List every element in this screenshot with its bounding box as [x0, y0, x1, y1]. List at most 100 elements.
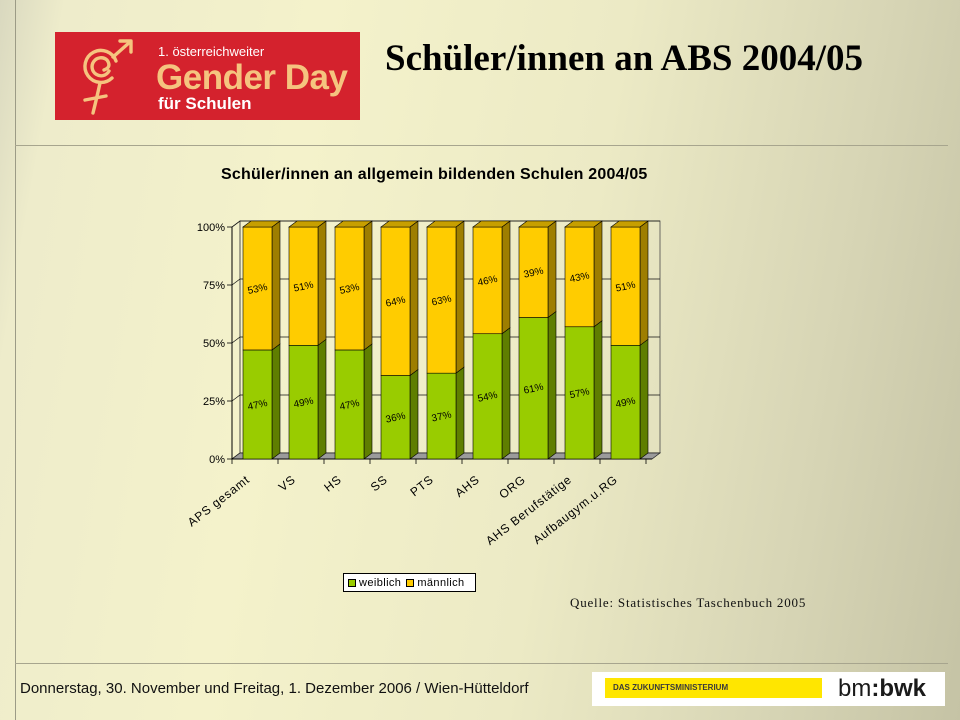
- bar-top: [380, 220, 419, 228]
- bar-segment: [518, 226, 549, 318]
- ministry-wordmark: bm:bwk: [838, 675, 926, 703]
- data-label: 64%: [385, 295, 407, 310]
- data-label: 49%: [615, 396, 637, 411]
- bar-segment: [564, 326, 595, 460]
- legend-label-weiblich: weiblich: [359, 576, 402, 589]
- bar-side: [593, 220, 603, 328]
- source-note: Quelle: Statistisches Taschenbuch 2005: [570, 595, 807, 610]
- bar-side: [271, 220, 281, 351]
- bar-segment: [288, 226, 319, 346]
- x-tick-label: SS: [368, 472, 390, 494]
- data-label: 53%: [247, 282, 269, 297]
- bar-side: [409, 220, 419, 377]
- bar-side: [639, 220, 649, 346]
- bar-side: [547, 220, 557, 319]
- bar-segment: [426, 226, 457, 374]
- bar-side: [593, 320, 603, 460]
- bar-side: [501, 327, 511, 460]
- slide-title: Schüler/innen an ABS 2004/05: [385, 38, 864, 79]
- x-tick-label: APS gesamt: [185, 472, 252, 529]
- data-label: 39%: [523, 266, 545, 281]
- bar-side: [547, 310, 557, 460]
- bar-segment: [564, 226, 595, 328]
- gender-symbol-arrow-shaft: [111, 40, 132, 59]
- bar-side: [455, 366, 465, 460]
- ministry-wordmark-prefix: bm: [838, 675, 872, 702]
- bar-side: [363, 220, 373, 351]
- data-label: 53%: [339, 282, 361, 297]
- data-label: 37%: [431, 410, 453, 425]
- bar-top: [426, 220, 465, 228]
- bar-segment: [334, 349, 365, 460]
- bar-side: [317, 338, 327, 460]
- ministry-wordmark-suffix: :bwk: [871, 675, 927, 702]
- logo-line-2: Gender Day: [156, 58, 348, 97]
- x-tick-label: AHS Berufstätige: [483, 472, 574, 548]
- bar-segment: [242, 349, 273, 460]
- footer-text: Donnerstag, 30. November und Freitag, 1.…: [20, 680, 529, 697]
- x-tick-label: HS: [321, 472, 344, 494]
- gender-symbol-inner-spiral: [90, 56, 111, 78]
- bar-segment: [426, 372, 457, 460]
- y-tick-label: 50%: [203, 338, 225, 350]
- gender-day-logo: 1. österreichweiter Gender Day für Schul…: [55, 32, 360, 120]
- bar-top: [334, 220, 373, 228]
- data-label: 61%: [523, 382, 545, 397]
- bar-segment: [380, 226, 411, 376]
- chart-title: Schüler/innen an allgemein bildenden Sch…: [221, 166, 648, 183]
- bar-segment: [518, 317, 549, 460]
- data-label: 51%: [615, 280, 637, 295]
- data-label: 51%: [293, 280, 315, 295]
- data-label: 63%: [431, 294, 453, 309]
- bar-top: [288, 220, 327, 228]
- data-label: 43%: [569, 270, 591, 285]
- y-tick-label: 100%: [197, 222, 225, 234]
- gender-symbol-arrow-head: [118, 39, 133, 54]
- x-tick-label: Aufbaugym.u.RG: [530, 472, 620, 547]
- logo-line-1: 1. österreichweiter: [158, 44, 265, 59]
- bar-top: [564, 220, 603, 228]
- footer-rule: [15, 663, 948, 664]
- bar-side: [363, 343, 373, 460]
- ministry-tagline-band: DAS ZUKUNFTSMINISTERIUM: [605, 678, 822, 698]
- x-tick-label: AHS: [452, 472, 482, 500]
- gender-symbol-crossbar: [83, 94, 108, 102]
- bar-segment: [610, 226, 641, 346]
- data-label: 47%: [339, 398, 361, 413]
- legend-swatch-weiblich: [348, 578, 356, 587]
- bar-side: [455, 220, 465, 374]
- bar-top: [472, 220, 511, 228]
- data-label: 36%: [385, 411, 407, 426]
- bar-segment: [610, 345, 641, 460]
- legend-swatch-maennlich: [406, 578, 415, 587]
- y-tick-label: 25%: [203, 396, 225, 408]
- bar-side: [271, 343, 281, 460]
- bar-segment: [288, 345, 319, 460]
- bar-segment: [472, 333, 503, 460]
- gender-symbol-icon: [83, 39, 133, 115]
- data-label: 54%: [477, 390, 499, 405]
- ministry-logo: DAS ZUKUNFTSMINISTERIUM bm:bwk: [592, 672, 945, 706]
- bar-side: [639, 338, 649, 460]
- bar-segment: [472, 226, 503, 335]
- header-rule: [15, 145, 948, 146]
- y-tick-label: 75%: [203, 280, 225, 292]
- data-label: 57%: [569, 386, 591, 401]
- logo-line-3: für Schulen: [158, 94, 252, 113]
- data-label: 46%: [477, 274, 499, 289]
- bar-side: [409, 368, 419, 460]
- bar-top: [610, 220, 649, 228]
- gender-symbol-outer-spiral: [83, 48, 118, 85]
- y-tick-label: 0%: [209, 454, 225, 466]
- ministry-tagline: DAS ZUKUNFTSMINISTERIUM: [613, 683, 729, 692]
- data-label: 47%: [247, 398, 269, 413]
- stacked-bar-chart: 0% 25% 50% 75% 100% 47% 53% APS gesamt 49% 51% VS 4…: [185, 220, 662, 548]
- legend-label-maennlich: männlich: [417, 576, 465, 589]
- x-tick-label: ORG: [496, 472, 528, 501]
- chart-legend: weiblich männlich: [343, 573, 476, 592]
- left-rule: [15, 0, 16, 720]
- bar-top: [242, 220, 281, 228]
- data-label: 49%: [293, 396, 315, 411]
- bar-top: [518, 220, 557, 228]
